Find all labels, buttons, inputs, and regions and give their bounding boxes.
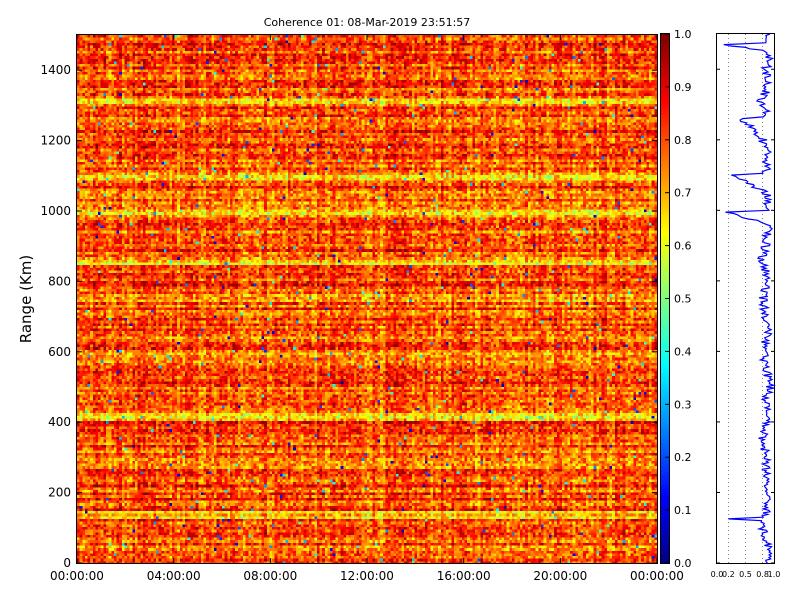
colorbar-tick-label: 0.6 [674,240,692,253]
x-tick-label: 00:00:00 [50,569,104,583]
profile-x-tick-label: 0.5 [739,570,752,579]
y-tick-label: 0 [63,556,71,570]
x-tick-label: 12:00:00 [340,569,394,583]
heatmap-y-axis: 0 200 400 600 800 1000 1200 1400 [40,63,657,570]
coherence-heatmap [77,35,657,564]
profile-x-tick-label: 0.8 [756,570,769,579]
y-tick-label: 600 [48,345,71,359]
colorbar-tick-label: 0.8 [674,134,692,147]
heatmap-frame [76,34,658,564]
profile-x-tick-label: 0.0 [711,570,724,579]
colorbar-tick-label: 0.7 [674,187,692,200]
x-tick-label: 16:00:00 [437,569,491,583]
profile-x-axis: 0.00.2 0.5 0.81.0 [711,570,781,579]
colorbar-axis: 0.0 0.1 0.2 0.3 0.4 0.5 0.6 0.7 0.8 0.9 1.0 [665,28,692,570]
y-tick-label: 1400 [40,63,71,77]
profile-reference-lines [728,34,763,563]
y-tick-label: 1000 [40,204,71,218]
colorbar-tick-label: 0.0 [674,557,692,570]
x-tick-label: 04:00:00 [147,569,201,583]
profile-x-tick-label: 1.0 [768,570,781,579]
colorbar-tick-label: 0.1 [674,504,692,517]
y-tick-label: 800 [48,274,71,288]
colorbar-tick-label: 0.2 [674,451,692,464]
colorbar-tick-label: 0.5 [674,293,692,306]
y-tick-label: 400 [48,415,71,429]
profile-y-axis [717,68,774,564]
x-tick-label: 00:00:00 [630,569,684,583]
heatmap-x-axis: 00:00:00 04:00:00 08:00:00 12:00:00 16:00:00… [50,35,684,583]
y-tick-label: 1200 [40,134,71,148]
colorbar-tick-label: 0.4 [674,345,692,358]
x-tick-label: 20:00:00 [533,569,587,583]
colorbar-tick-label: 1.0 [674,28,692,41]
coherence-profile-line [723,33,776,564]
profile-frame [716,33,775,564]
profile-x-tick-label: 0.2 [722,570,735,579]
colorbar-tick-label: 0.9 [674,81,692,94]
chart-title: Coherence 01: 08-Mar-2019 23:51:57 [264,16,471,29]
x-tick-label: 08:00:00 [243,569,297,583]
y-tick-label: 200 [48,486,71,500]
colorbar-tick-label: 0.3 [674,398,692,411]
y-axis-label: Range (Km) [17,255,35,343]
